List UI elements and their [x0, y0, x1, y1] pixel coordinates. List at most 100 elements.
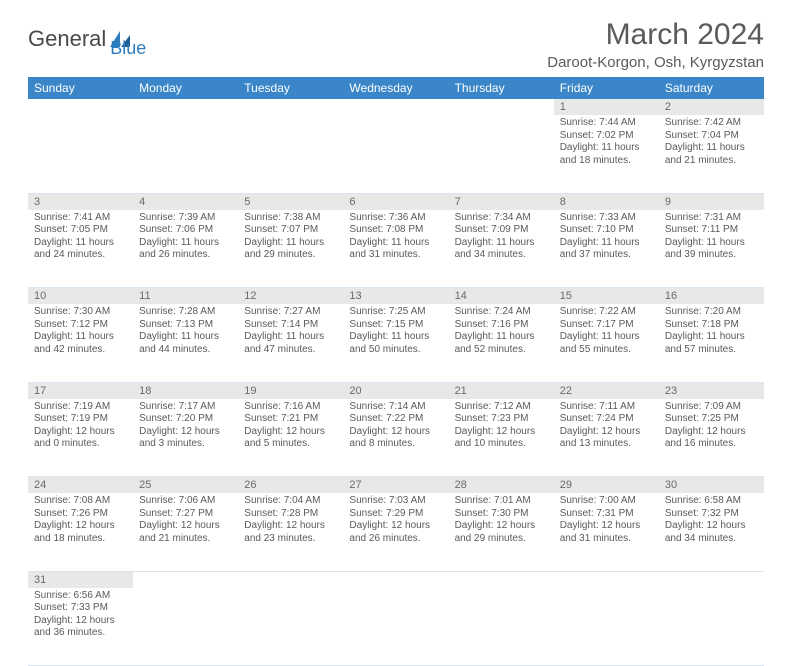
day-number-cell: 31 — [28, 571, 133, 588]
day-details: Sunrise: 6:58 AMSunset: 7:32 PMDaylight:… — [659, 493, 764, 549]
day-cell: Sunrise: 7:44 AMSunset: 7:02 PMDaylight:… — [554, 115, 659, 193]
week-row: Sunrise: 6:56 AMSunset: 7:33 PMDaylight:… — [28, 588, 764, 666]
daynum-row: 12 — [28, 99, 764, 115]
day-details: Sunrise: 7:04 AMSunset: 7:28 PMDaylight:… — [238, 493, 343, 549]
logo: General Blue — [28, 18, 146, 59]
day-cell — [28, 115, 133, 193]
day-details: Sunrise: 7:00 AMSunset: 7:31 PMDaylight:… — [554, 493, 659, 549]
week-row: Sunrise: 7:30 AMSunset: 7:12 PMDaylight:… — [28, 304, 764, 382]
day-details: Sunrise: 7:34 AMSunset: 7:09 PMDaylight:… — [449, 210, 554, 266]
day-number-cell — [133, 571, 238, 588]
week-row: Sunrise: 7:44 AMSunset: 7:02 PMDaylight:… — [28, 115, 764, 193]
daynum-row: 31 — [28, 571, 764, 588]
day-details: Sunrise: 7:44 AMSunset: 7:02 PMDaylight:… — [554, 115, 659, 171]
day-details: Sunrise: 7:27 AMSunset: 7:14 PMDaylight:… — [238, 304, 343, 360]
day-details: Sunrise: 7:17 AMSunset: 7:20 PMDaylight:… — [133, 399, 238, 455]
day-details: Sunrise: 6:56 AMSunset: 7:33 PMDaylight:… — [28, 588, 133, 644]
daynum-row: 24252627282930 — [28, 477, 764, 494]
day-number-cell — [449, 99, 554, 115]
day-details: Sunrise: 7:24 AMSunset: 7:16 PMDaylight:… — [449, 304, 554, 360]
weekday-header: Sunday — [28, 77, 133, 99]
day-number-cell: 20 — [343, 382, 448, 399]
day-details: Sunrise: 7:11 AMSunset: 7:24 PMDaylight:… — [554, 399, 659, 455]
day-cell: Sunrise: 7:12 AMSunset: 7:23 PMDaylight:… — [449, 399, 554, 477]
logo-text-1: General — [28, 26, 106, 52]
day-cell: Sunrise: 7:28 AMSunset: 7:13 PMDaylight:… — [133, 304, 238, 382]
logo-text-2: Blue — [110, 38, 146, 59]
day-cell: Sunrise: 7:34 AMSunset: 7:09 PMDaylight:… — [449, 210, 554, 288]
day-cell — [449, 115, 554, 193]
day-details: Sunrise: 7:39 AMSunset: 7:06 PMDaylight:… — [133, 210, 238, 266]
day-number-cell: 26 — [238, 477, 343, 494]
day-details: Sunrise: 7:12 AMSunset: 7:23 PMDaylight:… — [449, 399, 554, 455]
day-number-cell: 16 — [659, 288, 764, 305]
day-number-cell: 7 — [449, 193, 554, 210]
day-cell: Sunrise: 6:56 AMSunset: 7:33 PMDaylight:… — [28, 588, 133, 666]
month-title: March 2024 — [547, 18, 764, 52]
day-details: Sunrise: 7:30 AMSunset: 7:12 PMDaylight:… — [28, 304, 133, 360]
calendar-table: Sunday Monday Tuesday Wednesday Thursday… — [28, 77, 764, 666]
day-cell: Sunrise: 7:03 AMSunset: 7:29 PMDaylight:… — [343, 493, 448, 571]
day-number-cell: 2 — [659, 99, 764, 115]
day-cell — [343, 115, 448, 193]
weekday-header: Wednesday — [343, 77, 448, 99]
day-details: Sunrise: 7:20 AMSunset: 7:18 PMDaylight:… — [659, 304, 764, 360]
day-number-cell — [238, 99, 343, 115]
day-cell: Sunrise: 7:33 AMSunset: 7:10 PMDaylight:… — [554, 210, 659, 288]
day-cell: Sunrise: 7:31 AMSunset: 7:11 PMDaylight:… — [659, 210, 764, 288]
day-cell: Sunrise: 7:30 AMSunset: 7:12 PMDaylight:… — [28, 304, 133, 382]
day-number-cell — [28, 99, 133, 115]
day-details: Sunrise: 7:31 AMSunset: 7:11 PMDaylight:… — [659, 210, 764, 266]
day-number-cell — [343, 571, 448, 588]
day-cell — [554, 588, 659, 666]
day-details: Sunrise: 7:08 AMSunset: 7:26 PMDaylight:… — [28, 493, 133, 549]
day-details: Sunrise: 7:16 AMSunset: 7:21 PMDaylight:… — [238, 399, 343, 455]
day-number-cell: 25 — [133, 477, 238, 494]
day-details: Sunrise: 7:25 AMSunset: 7:15 PMDaylight:… — [343, 304, 448, 360]
day-details: Sunrise: 7:28 AMSunset: 7:13 PMDaylight:… — [133, 304, 238, 360]
day-cell: Sunrise: 7:38 AMSunset: 7:07 PMDaylight:… — [238, 210, 343, 288]
day-number-cell: 15 — [554, 288, 659, 305]
day-number-cell — [343, 99, 448, 115]
day-number-cell — [238, 571, 343, 588]
day-cell: Sunrise: 7:04 AMSunset: 7:28 PMDaylight:… — [238, 493, 343, 571]
day-cell: Sunrise: 7:09 AMSunset: 7:25 PMDaylight:… — [659, 399, 764, 477]
day-number-cell: 1 — [554, 99, 659, 115]
day-details: Sunrise: 7:41 AMSunset: 7:05 PMDaylight:… — [28, 210, 133, 266]
day-details: Sunrise: 7:38 AMSunset: 7:07 PMDaylight:… — [238, 210, 343, 266]
day-number-cell — [659, 571, 764, 588]
day-number-cell — [449, 571, 554, 588]
day-cell: Sunrise: 7:16 AMSunset: 7:21 PMDaylight:… — [238, 399, 343, 477]
day-details: Sunrise: 7:19 AMSunset: 7:19 PMDaylight:… — [28, 399, 133, 455]
day-cell: Sunrise: 7:01 AMSunset: 7:30 PMDaylight:… — [449, 493, 554, 571]
day-cell: Sunrise: 7:08 AMSunset: 7:26 PMDaylight:… — [28, 493, 133, 571]
day-cell — [133, 588, 238, 666]
day-cell: Sunrise: 7:00 AMSunset: 7:31 PMDaylight:… — [554, 493, 659, 571]
day-number-cell: 5 — [238, 193, 343, 210]
day-cell: Sunrise: 7:42 AMSunset: 7:04 PMDaylight:… — [659, 115, 764, 193]
daynum-row: 17181920212223 — [28, 382, 764, 399]
day-cell: Sunrise: 7:17 AMSunset: 7:20 PMDaylight:… — [133, 399, 238, 477]
weekday-header: Thursday — [449, 77, 554, 99]
day-cell — [659, 588, 764, 666]
day-details: Sunrise: 7:36 AMSunset: 7:08 PMDaylight:… — [343, 210, 448, 266]
day-number-cell: 27 — [343, 477, 448, 494]
day-number-cell: 22 — [554, 382, 659, 399]
day-details: Sunrise: 7:14 AMSunset: 7:22 PMDaylight:… — [343, 399, 448, 455]
weekday-header: Monday — [133, 77, 238, 99]
daynum-row: 3456789 — [28, 193, 764, 210]
day-number-cell: 29 — [554, 477, 659, 494]
day-cell: Sunrise: 7:25 AMSunset: 7:15 PMDaylight:… — [343, 304, 448, 382]
day-details: Sunrise: 7:03 AMSunset: 7:29 PMDaylight:… — [343, 493, 448, 549]
day-cell: Sunrise: 7:20 AMSunset: 7:18 PMDaylight:… — [659, 304, 764, 382]
day-cell: Sunrise: 7:11 AMSunset: 7:24 PMDaylight:… — [554, 399, 659, 477]
day-number-cell: 24 — [28, 477, 133, 494]
day-number-cell: 17 — [28, 382, 133, 399]
day-details: Sunrise: 7:22 AMSunset: 7:17 PMDaylight:… — [554, 304, 659, 360]
day-number-cell: 23 — [659, 382, 764, 399]
day-number-cell: 9 — [659, 193, 764, 210]
weekday-header: Saturday — [659, 77, 764, 99]
day-cell — [133, 115, 238, 193]
day-number-cell: 28 — [449, 477, 554, 494]
day-details: Sunrise: 7:06 AMSunset: 7:27 PMDaylight:… — [133, 493, 238, 549]
